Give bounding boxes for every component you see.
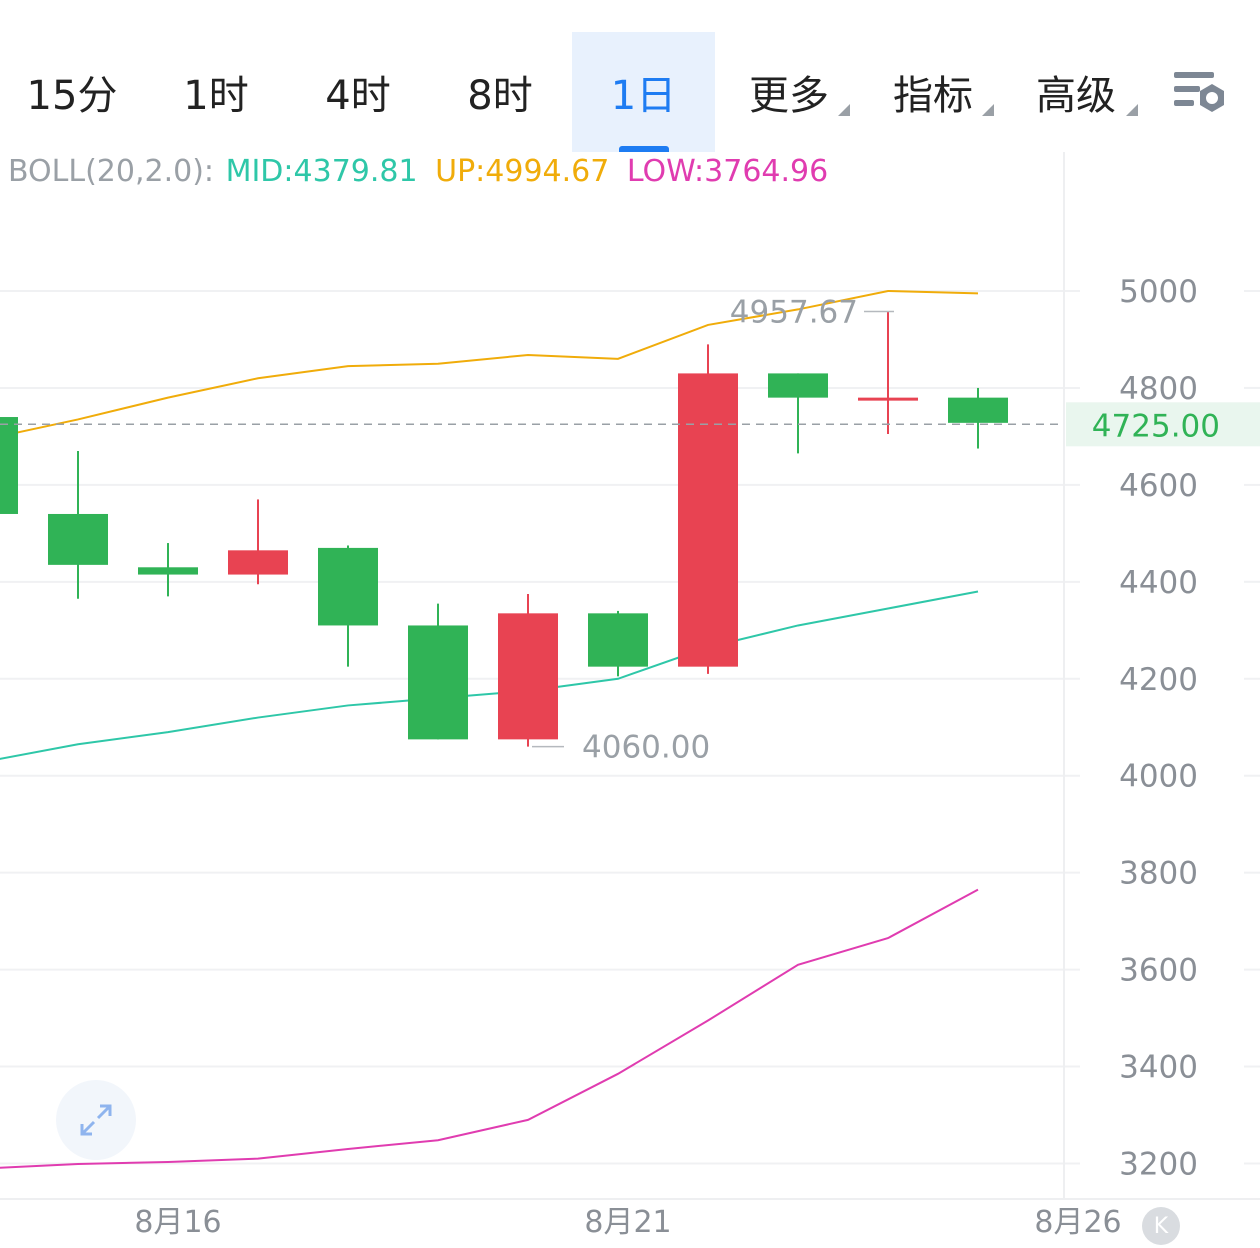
boll-legend-name: BOLL(20,2.0): xyxy=(8,154,215,189)
boll-legend: BOLL(20,2.0): MID:4379.81 UP:4994.67 LOW… xyxy=(8,154,836,189)
tab-15min[interactable]: 15分 xyxy=(26,73,118,119)
y-tick-label: 4400 xyxy=(1119,565,1198,601)
candle-body xyxy=(948,397,1008,423)
candle-body xyxy=(858,397,918,401)
tab-indicators[interactable]: 指标 xyxy=(874,32,994,152)
tab-1hour[interactable]: 1时 xyxy=(183,73,249,119)
candle-body xyxy=(0,417,18,514)
current-price-label-bg xyxy=(1066,402,1260,447)
y-tick-label: 3600 xyxy=(1119,953,1198,989)
active-tab-indicator xyxy=(618,146,669,152)
y-tick-label: 4800 xyxy=(1119,371,1198,407)
k-logo-badge: K xyxy=(1142,1207,1180,1245)
y-tick-label: 3400 xyxy=(1119,1050,1198,1086)
boll-low-line xyxy=(0,888,979,1169)
tab-1day[interactable]: 1日 xyxy=(572,32,715,152)
tab-more[interactable]: 更多 xyxy=(730,32,850,152)
candle-body xyxy=(678,373,738,667)
candle-body xyxy=(228,550,288,575)
candle-body xyxy=(588,613,648,667)
high-annotation: 4957.67 xyxy=(730,295,858,331)
expand-arrows-icon xyxy=(80,1104,112,1136)
y-tick-label: 3200 xyxy=(1119,1147,1198,1183)
y-tick-label: 4600 xyxy=(1119,468,1198,504)
tab-advanced[interactable]: 高级 xyxy=(1016,32,1138,152)
boll-legend-mid: MID:4379.81 xyxy=(225,154,418,189)
x-tick-label: 8月21 xyxy=(584,1205,671,1240)
candle-body xyxy=(138,567,198,575)
x-tick-label: 8月16 xyxy=(134,1205,221,1240)
candle-body xyxy=(48,513,108,565)
candle-body xyxy=(768,373,828,398)
x-tick-label: 8月26 xyxy=(1034,1205,1121,1240)
y-tick-label: 4000 xyxy=(1119,759,1198,795)
low-annotation: 4060.00 xyxy=(582,730,710,766)
boll-mid-line xyxy=(0,590,979,760)
y-tick-label: 4200 xyxy=(1119,662,1198,698)
dropdown-triangle-icon xyxy=(838,104,850,116)
candle-body xyxy=(318,547,378,626)
dropdown-triangle-icon xyxy=(982,104,994,116)
boll-legend-up: UP:4994.67 xyxy=(435,154,610,189)
tab-4hour[interactable]: 4时 xyxy=(325,73,391,119)
candlestick-chart[interactable]: 5000 4800 4600 4400 4200 4000 3800 3600 3400 3200… xyxy=(0,152,1260,1248)
candle-body xyxy=(498,613,558,740)
y-tick-label: 5000 xyxy=(1119,274,1198,310)
expand-chart-button[interactable] xyxy=(56,1080,136,1160)
y-tick-label: 3800 xyxy=(1119,856,1198,892)
candle-body xyxy=(408,625,468,740)
chart-settings-icon[interactable] xyxy=(1168,64,1232,128)
timeframe-toolbar: 15分 1时 4时 8时 1日 更多 指标 高级 xyxy=(0,0,1260,152)
dropdown-triangle-icon xyxy=(1126,104,1138,116)
boll-up-line xyxy=(0,289,979,438)
current-price-label: 4725.00 xyxy=(1092,408,1220,444)
boll-legend-low: LOW:3764.96 xyxy=(626,154,829,189)
tab-8hour[interactable]: 8时 xyxy=(467,73,533,119)
